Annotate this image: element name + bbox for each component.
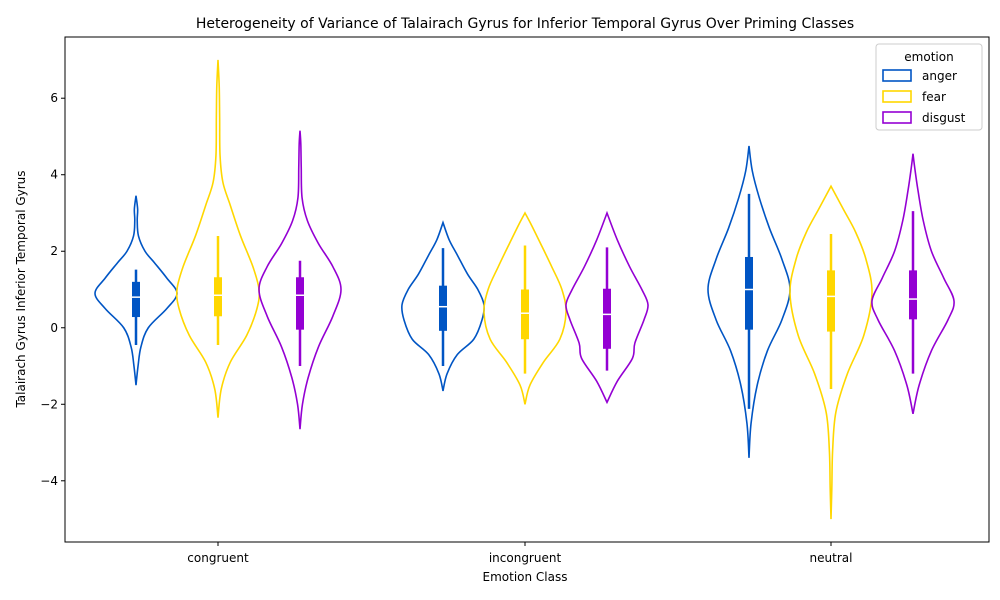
violin-disgust-congruent: [258, 130, 342, 430]
iqr-box-fear-neutral: [827, 270, 835, 332]
violin-fear-congruent: [175, 59, 261, 418]
violin-fear-neutral: [789, 184, 873, 520]
y-axis: −4 −2 0 2 4 6: [40, 91, 65, 488]
y-tick-label: −2: [40, 397, 58, 411]
violin-anger-congruent: [94, 195, 178, 386]
legend-frame: [875, 43, 983, 131]
x-axis: congruent incongruent neutral: [187, 542, 852, 565]
iqr-box-disgust-congruent: [296, 277, 304, 330]
iqr-box-anger-neutral: [745, 256, 753, 330]
legend-label-disgust: disgust: [922, 111, 966, 125]
violin-disgust-incongruent: [565, 210, 649, 405]
legend-swatch-anger: [882, 69, 912, 82]
x-tick-label: incongruent: [489, 551, 562, 565]
legend-title: emotion: [904, 50, 953, 64]
legend-swatch-fear: [882, 90, 912, 103]
legend: emotion anger fear disgust: [875, 43, 983, 131]
violin-fear-incongruent: [483, 211, 567, 405]
violin-disgust-neutral: [871, 153, 955, 415]
legend-label-fear: fear: [922, 90, 946, 104]
y-tick-label: 6: [50, 91, 58, 105]
y-tick-label: 4: [50, 168, 58, 182]
y-tick-label: 0: [50, 321, 58, 335]
x-tick-label: neutral: [810, 551, 853, 565]
iqr-box-disgust-neutral: [909, 270, 917, 320]
y-tick-label: −4: [40, 474, 58, 488]
plot-area: [64, 36, 990, 543]
y-axis-label: Talairach Gyrus Inferior Temporal Gyrus: [14, 170, 28, 408]
iqr-box-anger-incongruent: [439, 285, 447, 331]
violin-anger-incongruent: [400, 220, 486, 392]
y-tick-label: 2: [50, 244, 58, 258]
x-tick-label: congruent: [187, 551, 249, 565]
iqr-box-fear-incongruent: [521, 289, 529, 340]
x-axis-label: Emotion Class: [483, 570, 568, 584]
legend-label-anger: anger: [922, 69, 957, 83]
legend-swatch-disgust: [882, 111, 912, 124]
violins-group: [94, 59, 955, 520]
chart-title: Heterogeneity of Variance of Talairach G…: [196, 16, 854, 32]
violin-anger-neutral: [707, 145, 791, 458]
iqr-box-disgust-incongruent: [603, 288, 611, 349]
iqr-box-anger-congruent: [132, 281, 140, 318]
iqr-box-fear-congruent: [214, 277, 222, 317]
